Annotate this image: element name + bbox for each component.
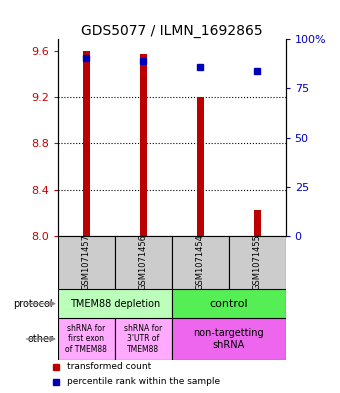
Bar [172,318,286,360]
Bar [254,210,260,236]
Text: protocol: protocol [14,299,53,309]
Text: GSM1071457: GSM1071457 [82,234,91,290]
Text: other: other [27,334,53,344]
Bar [58,236,115,289]
Bar [172,289,286,318]
Bar [83,51,90,236]
Bar [197,97,204,236]
Bar [58,289,172,318]
Bar [115,236,172,289]
Text: shRNA for
first exon
of TMEM88: shRNA for first exon of TMEM88 [65,324,107,354]
Bar [140,54,147,236]
Title: GDS5077 / ILMN_1692865: GDS5077 / ILMN_1692865 [81,24,262,38]
Text: TMEM88 depletion: TMEM88 depletion [70,299,160,309]
Text: non-targetting
shRNA: non-targetting shRNA [193,328,264,350]
Text: control: control [209,299,248,309]
Bar [172,236,228,289]
Bar [115,318,172,360]
Text: shRNA for
3'UTR of
TMEM88: shRNA for 3'UTR of TMEM88 [124,324,163,354]
Bar [58,318,115,360]
Text: transformed count: transformed count [67,362,152,371]
Text: GSM1071454: GSM1071454 [196,234,205,290]
Text: GSM1071456: GSM1071456 [139,234,148,290]
Bar [228,236,286,289]
Text: percentile rank within the sample: percentile rank within the sample [67,377,221,386]
Text: GSM1071455: GSM1071455 [253,234,261,290]
